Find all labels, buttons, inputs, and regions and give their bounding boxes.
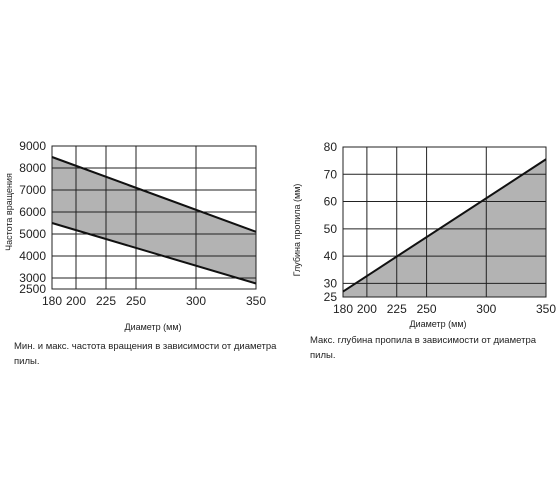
x-tick-label: 250 bbox=[417, 302, 437, 316]
y-tick-label: 2500 bbox=[19, 282, 46, 296]
y-tick-label: 30 bbox=[324, 276, 338, 290]
x-tick-label: 300 bbox=[186, 294, 206, 308]
series-line-max bbox=[342, 158, 547, 293]
y-tick-label: 25 bbox=[324, 290, 338, 304]
y-tick-label: 80 bbox=[324, 140, 338, 154]
series-line-min bbox=[51, 222, 257, 285]
x-tick-label: 350 bbox=[536, 302, 556, 316]
y-tick-label: 7000 bbox=[19, 183, 46, 197]
x-tick-label: 225 bbox=[96, 294, 116, 308]
x-tick-label: 180 bbox=[333, 302, 353, 316]
y-axis-title: Частота вращения bbox=[4, 173, 14, 251]
y-tick-label: 60 bbox=[324, 195, 338, 209]
area-fill bbox=[343, 159, 546, 297]
x-tick-label: 200 bbox=[66, 294, 86, 308]
x-tick-label: 225 bbox=[387, 302, 407, 316]
cut-depth-caption: Макс. глубина пропила в зависимости от д… bbox=[310, 335, 537, 361]
plot-frame bbox=[342, 146, 547, 298]
x-tick-label: 350 bbox=[246, 294, 266, 308]
x-tick-label: 250 bbox=[126, 294, 146, 308]
y-tick-label: 4000 bbox=[19, 249, 46, 263]
x-axis-title: Диаметр (мм) bbox=[124, 322, 181, 332]
x-axis-title: Диаметр (мм) bbox=[409, 319, 466, 329]
y-tick-label: 40 bbox=[324, 249, 338, 263]
y-axis-title: Глубина пропила (мм) bbox=[292, 184, 302, 277]
x-tick-label: 200 bbox=[357, 302, 377, 316]
x-tick-label: 300 bbox=[476, 302, 496, 316]
series-line-max bbox=[51, 156, 257, 233]
x-tick-label: 180 bbox=[42, 294, 62, 308]
y-tick-label: 50 bbox=[324, 222, 338, 236]
plot-frame bbox=[51, 145, 257, 290]
y-tick-label: 8000 bbox=[19, 161, 46, 175]
rotation-speed-caption: Мин. и макс. частота вращения в зависимо… bbox=[14, 341, 277, 367]
area-fill bbox=[52, 157, 256, 284]
y-tick-label: 6000 bbox=[19, 205, 46, 219]
y-tick-label: 70 bbox=[324, 167, 338, 181]
y-tick-label: 3000 bbox=[19, 271, 46, 285]
y-tick-label: 5000 bbox=[19, 227, 46, 241]
y-tick-label: 9000 bbox=[19, 139, 46, 153]
